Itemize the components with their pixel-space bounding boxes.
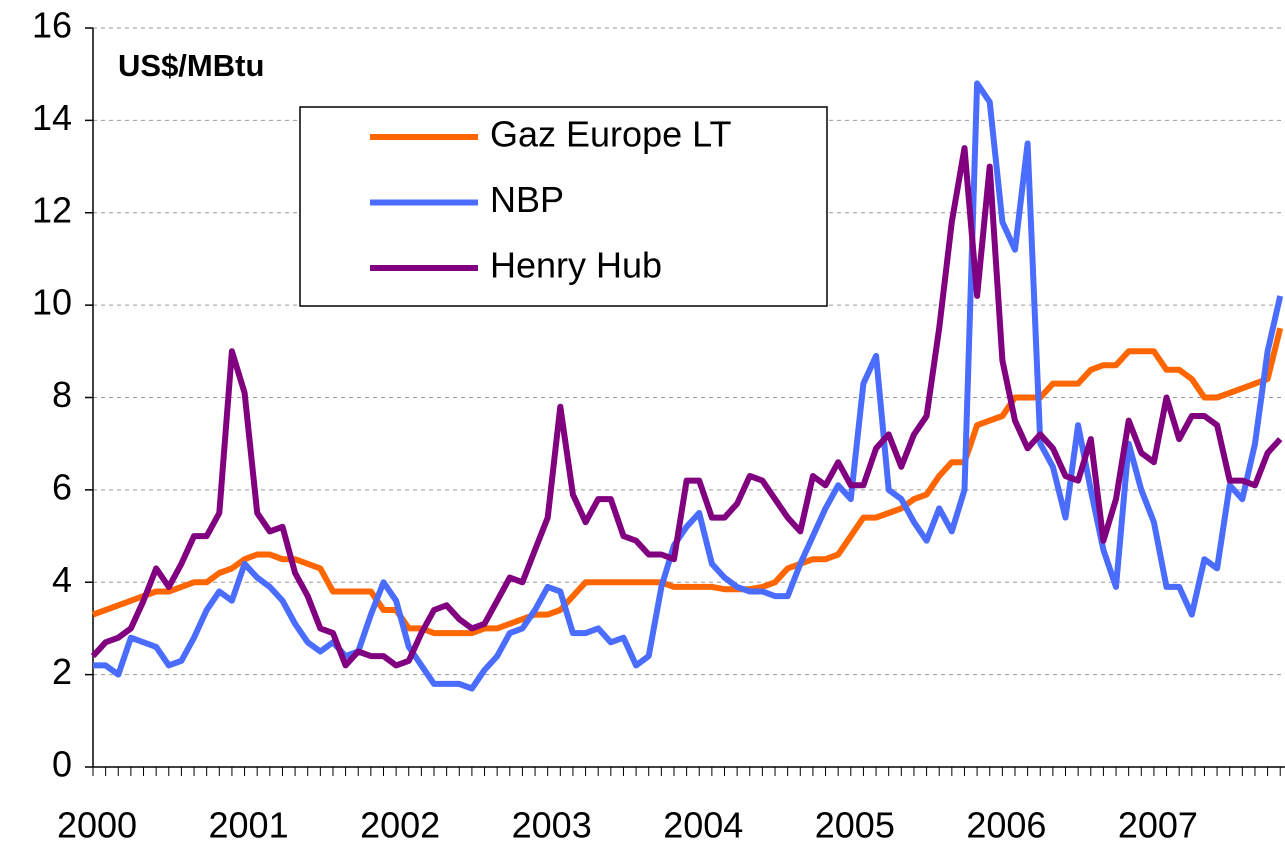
- legend-label: Gaz Europe LT: [490, 114, 731, 155]
- y-tick-label: 14: [32, 97, 72, 138]
- chart-title: US$/MBtu: [118, 48, 264, 83]
- legend-label: Henry Hub: [490, 245, 662, 286]
- x-tick-label: 2000: [57, 805, 137, 845]
- x-tick-label: 2007: [1118, 805, 1198, 845]
- x-tick-label: 2001: [209, 805, 289, 845]
- y-tick-label: 8: [52, 374, 72, 415]
- series-line: [90, 145, 1283, 669]
- y-tick-label: 6: [52, 466, 72, 507]
- y-tick-label: 10: [32, 282, 72, 323]
- x-tick-label: 2004: [663, 805, 743, 845]
- y-tick-label: 0: [52, 744, 72, 785]
- y-tick-label: 2: [52, 651, 72, 692]
- x-tick-label: 2003: [512, 805, 592, 845]
- y-tick-label: 16: [32, 5, 72, 46]
- series-line: [93, 80, 1284, 692]
- x-tick-label: 2002: [360, 805, 440, 845]
- x-tick-label: 2005: [815, 805, 895, 845]
- y-tick-label: 12: [32, 189, 72, 230]
- legend-box: [299, 106, 828, 307]
- x-tick-label: 2006: [966, 805, 1046, 845]
- y-tick-label: 4: [52, 559, 72, 600]
- legend-label: NBP: [490, 179, 564, 220]
